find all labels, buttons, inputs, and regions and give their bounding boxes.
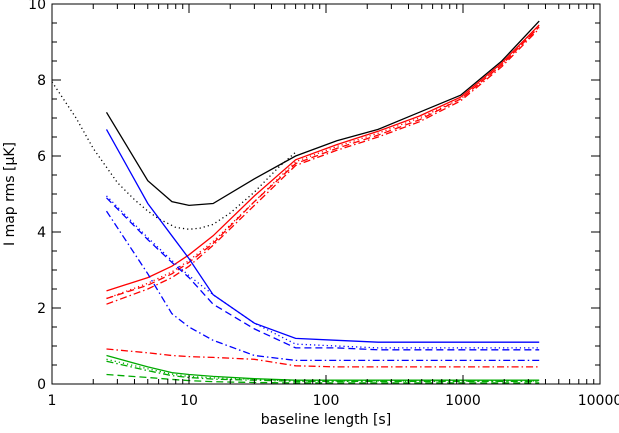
plot-frame	[51, 3, 601, 385]
y-tick-labels: 0 2 4 6 8 10	[28, 0, 46, 393]
axis-ticks	[51, 3, 601, 385]
x-tick-label: 10000	[578, 393, 619, 409]
series-line-10	[106, 354, 540, 381]
y-tick-label: 2	[37, 301, 46, 317]
x-axis-label: baseline length [s]	[261, 412, 391, 428]
series-line-0	[105, 20, 540, 207]
series-line-3	[106, 26, 540, 300]
x-tick-label: 10	[180, 393, 198, 409]
series-line-2	[106, 26, 540, 300]
y-tick-label: 8	[37, 73, 46, 89]
y-tick-label: 6	[37, 149, 46, 165]
series-line-4	[106, 28, 540, 305]
series-line-extra-0	[51, 81, 297, 230]
series-line-8	[105, 210, 540, 362]
series-line-7	[106, 197, 540, 351]
series-line-12	[106, 360, 540, 382]
plot-lines	[51, 20, 540, 384]
x-tick-label: 1000	[445, 393, 481, 409]
series-line-6	[106, 195, 540, 349]
x-tick-label: 1	[48, 393, 57, 409]
series-line-5	[105, 129, 540, 343]
series-line-1	[106, 24, 540, 292]
y-tick-label: 4	[37, 225, 46, 241]
series-line-9	[106, 348, 540, 368]
x-tick-label: 100	[313, 393, 340, 409]
y-tick-label: 10	[28, 0, 46, 13]
y-tick-label: 0	[37, 377, 46, 393]
x-tick-labels: 1 10 100 1000 10000	[48, 393, 619, 409]
series-line-11	[106, 358, 540, 382]
y-axis-label: I map rms [μK]	[2, 142, 18, 246]
